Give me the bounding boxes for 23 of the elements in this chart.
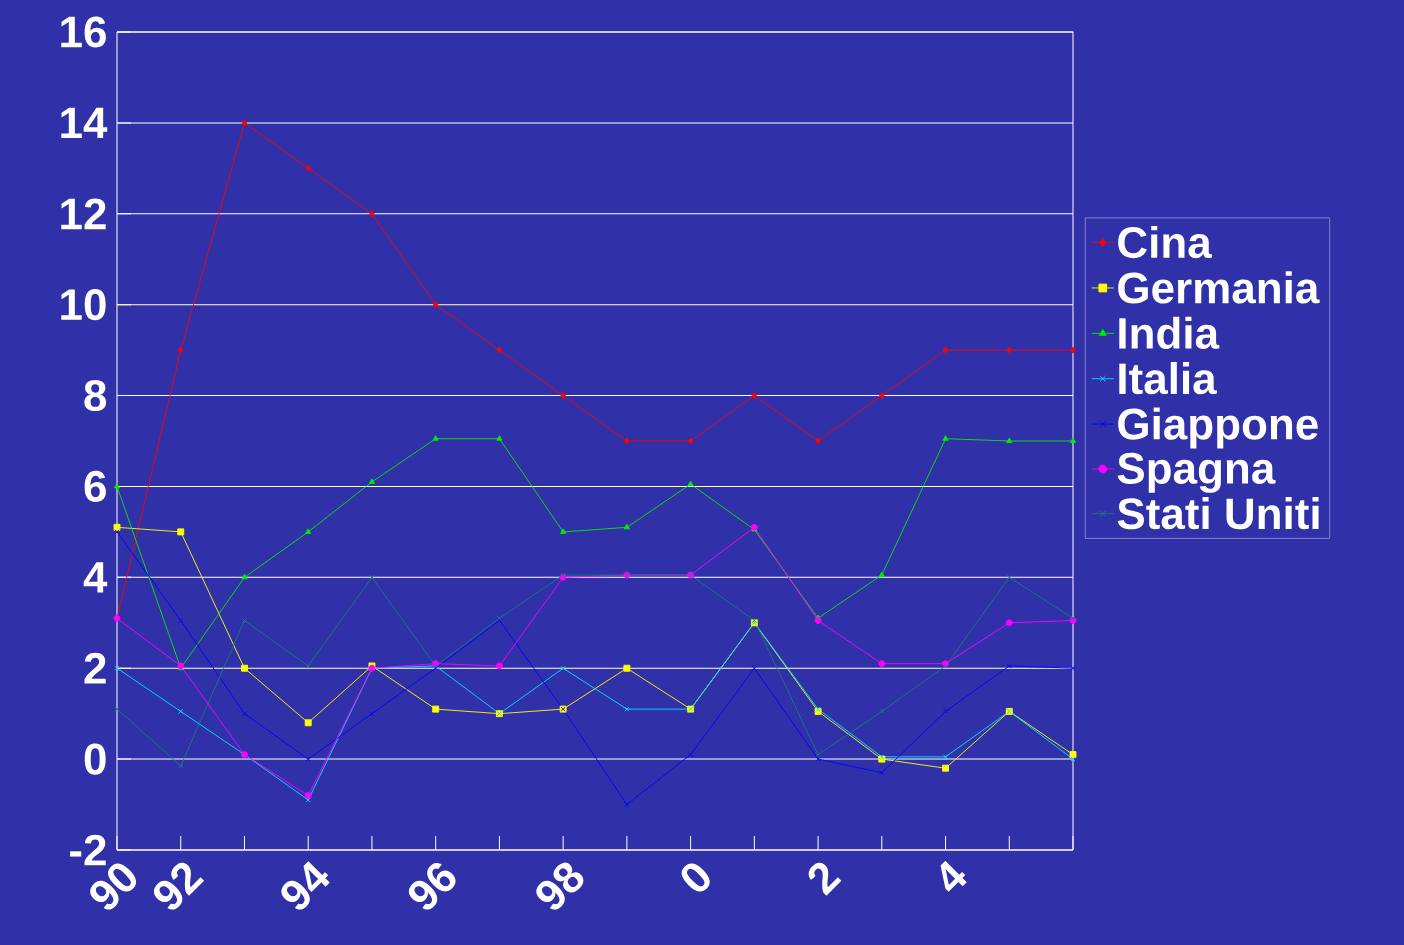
y-tick-label: 12 bbox=[61, 198, 106, 230]
y-tick-label: 4 bbox=[83, 562, 108, 593]
y-tick-label: 0 bbox=[84, 743, 106, 775]
legend-label: Giappone bbox=[1118, 407, 1318, 449]
legend-label: India bbox=[1119, 316, 1220, 349]
x-tick-label: 94 bbox=[281, 861, 330, 910]
x-tick-label: 0 bbox=[681, 863, 710, 892]
legend-label: Stati Uniti bbox=[1117, 497, 1319, 530]
y-tick-label: 16 bbox=[61, 16, 106, 48]
y-tick-label: 8 bbox=[84, 379, 107, 412]
legend-label: Italia bbox=[1119, 362, 1217, 395]
legend-label: Germania bbox=[1118, 271, 1320, 304]
y-tick-label: 14 bbox=[61, 107, 108, 139]
x-tick-label: 98 bbox=[536, 862, 584, 910]
x-tick-label: 4 bbox=[940, 860, 967, 892]
x-tick-label: 96 bbox=[408, 862, 456, 910]
y-tick-label: 10 bbox=[61, 289, 106, 321]
y-tick-label: 6 bbox=[84, 470, 106, 503]
x-tick-label: 2 bbox=[808, 862, 842, 896]
y-tick-label: 2 bbox=[84, 652, 106, 684]
legend-label: Cina bbox=[1118, 225, 1212, 259]
legend-label: Spagna bbox=[1117, 452, 1276, 493]
x-tick-label: 92 bbox=[153, 862, 205, 910]
